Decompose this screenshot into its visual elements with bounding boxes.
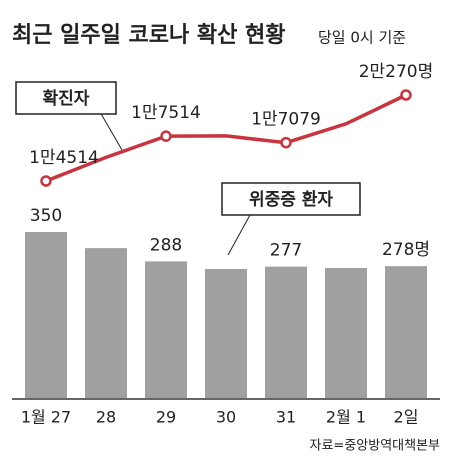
line-value-label: 1만7079 — [251, 110, 321, 130]
bar-value-label: 278명 — [382, 240, 430, 260]
callout-pointer — [99, 111, 123, 151]
chart-title: 최근 일주일 코로나 확산 현황 — [12, 23, 286, 48]
callout-box — [221, 182, 361, 216]
callout-pointer — [227, 214, 251, 256]
chart-subtitle: 당일 0시 기준 — [318, 29, 406, 47]
bar-value-label: 350 — [30, 206, 62, 226]
bar — [25, 232, 67, 398]
x-tick-label: 1월 27 — [21, 408, 71, 427]
bar-value-label: 288 — [150, 235, 182, 255]
line — [45, 93, 407, 183]
line-point — [160, 130, 172, 142]
line-value-label: 1만7514 — [131, 103, 201, 123]
bar-value-label: 277 — [270, 241, 302, 261]
bar — [205, 268, 247, 398]
source: 자료=중앙방역대책본부 — [310, 439, 441, 454]
x-tick-label: 31 — [276, 408, 296, 427]
bar — [265, 266, 307, 398]
legend-label: 확진자 — [43, 89, 90, 109]
bar — [145, 261, 187, 398]
x-tick-label: 29 — [156, 408, 176, 427]
x-tick-label: 2일 — [394, 408, 419, 427]
bar — [385, 266, 427, 398]
bar-callout: 위중증 환자 — [221, 182, 361, 256]
x-tick-label: 2월 1 — [326, 408, 366, 427]
line-value-label: 1만4514 — [29, 148, 99, 168]
legend-label: 위중증 환자 — [249, 190, 333, 210]
bar — [325, 268, 367, 398]
x-tick-label: 28 — [96, 408, 116, 427]
line-value-label: 2만270명 — [359, 62, 434, 82]
x-tick-label: 30 — [216, 408, 236, 427]
line-callout: 확진자 — [15, 81, 123, 151]
line-point — [400, 89, 412, 101]
line-point — [40, 175, 52, 187]
bar — [85, 248, 127, 398]
line-point — [280, 136, 292, 149]
callout-box — [15, 81, 117, 115]
